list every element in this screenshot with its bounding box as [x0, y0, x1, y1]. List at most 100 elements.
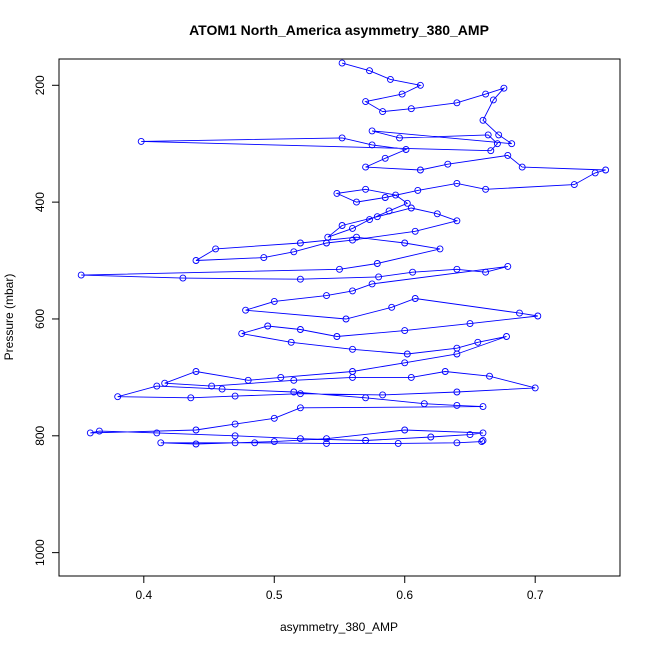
- data-point: [264, 322, 272, 330]
- data-point: [296, 275, 304, 283]
- data-point: [323, 439, 330, 447]
- data-point: [441, 368, 449, 375]
- data-point: [373, 213, 381, 221]
- data-point: [482, 185, 490, 193]
- data-point: [531, 384, 539, 392]
- data-point: [333, 189, 341, 197]
- data-point: [270, 438, 278, 446]
- data-point: [402, 146, 410, 153]
- data-point: [570, 181, 578, 189]
- data-point: [381, 154, 389, 162]
- data-point: [349, 373, 356, 381]
- series-line: [81, 62, 606, 445]
- data-point: [398, 90, 406, 98]
- data-point: [433, 210, 441, 218]
- data-point: [427, 433, 435, 441]
- data-point: [386, 75, 394, 83]
- data-point: [208, 382, 216, 390]
- data-point: [403, 350, 411, 358]
- data-point: [368, 280, 376, 288]
- data-point: [503, 333, 510, 340]
- data-point: [137, 137, 145, 145]
- data-point: [420, 400, 428, 408]
- data-point: [287, 338, 295, 346]
- data-point: [290, 388, 298, 396]
- data-point: [493, 140, 501, 148]
- y-axis-label: Pressure (mbar): [2, 274, 16, 361]
- data-point: [479, 116, 487, 124]
- data-point: [516, 309, 523, 317]
- data-point: [362, 163, 370, 171]
- data-point: [482, 90, 490, 98]
- data-point: [260, 254, 268, 262]
- data-point: [414, 186, 422, 194]
- data-point: [353, 198, 360, 206]
- data-point: [296, 239, 304, 247]
- data-point: [453, 217, 461, 225]
- data-point: [212, 245, 220, 253]
- data-point: [482, 268, 490, 276]
- data-point: [362, 98, 370, 106]
- data-point: [114, 393, 122, 401]
- data-point: [323, 239, 330, 247]
- data-point: [270, 297, 278, 305]
- data-point: [362, 437, 370, 444]
- x-tick-label: 0.5: [266, 588, 283, 602]
- data-point: [296, 435, 304, 443]
- data-point: [409, 268, 417, 276]
- data-point: [416, 81, 424, 89]
- data-point: [336, 265, 343, 273]
- data-point: [591, 169, 599, 177]
- data-point: [495, 131, 503, 139]
- data-point: [379, 391, 387, 399]
- data-point: [362, 394, 370, 402]
- data-point: [296, 390, 304, 398]
- data-point: [338, 222, 346, 229]
- data-point: [411, 227, 419, 235]
- data-point: [77, 271, 85, 279]
- x-tick-label: 0.6: [396, 588, 413, 602]
- data-point: [401, 327, 409, 335]
- data-point: [466, 320, 474, 328]
- data-point: [474, 338, 482, 346]
- data-point: [504, 151, 512, 159]
- data-point: [388, 303, 396, 311]
- data-point: [296, 326, 304, 333]
- data-point: [436, 245, 444, 253]
- data-point: [349, 224, 356, 232]
- data-point: [411, 295, 419, 302]
- data-point: [385, 207, 393, 215]
- y-axis: 200 400 600 800 1000: [33, 75, 59, 566]
- y-tick-label: 800: [33, 425, 47, 445]
- data-point: [453, 350, 461, 358]
- data-point: [392, 191, 400, 199]
- data-point: [323, 435, 330, 443]
- x-axis: 0.4 0.5 0.6 0.7: [135, 576, 544, 602]
- data-point: [486, 372, 493, 380]
- y-tick-label: 600: [33, 309, 47, 329]
- data-point: [349, 345, 356, 353]
- data-point: [192, 440, 200, 448]
- data-point: [323, 292, 330, 300]
- data-point: [349, 287, 356, 295]
- data-point: [192, 426, 200, 434]
- data-point: [362, 185, 370, 193]
- data-point: [487, 147, 495, 155]
- x-tick-label: 0.4: [135, 588, 152, 602]
- data-point: [453, 265, 461, 273]
- data-point: [153, 429, 161, 437]
- data-point: [368, 127, 376, 135]
- data-point: [231, 432, 239, 440]
- data-point: [342, 315, 350, 323]
- x-tick-label: 0.7: [527, 588, 544, 602]
- data-point: [453, 99, 461, 107]
- data-point: [244, 376, 252, 384]
- data-point: [218, 385, 226, 393]
- data-point: [407, 204, 415, 212]
- data-point: [396, 134, 403, 142]
- data-point: [192, 257, 200, 264]
- data-point: [401, 359, 409, 367]
- data-point: [466, 431, 474, 439]
